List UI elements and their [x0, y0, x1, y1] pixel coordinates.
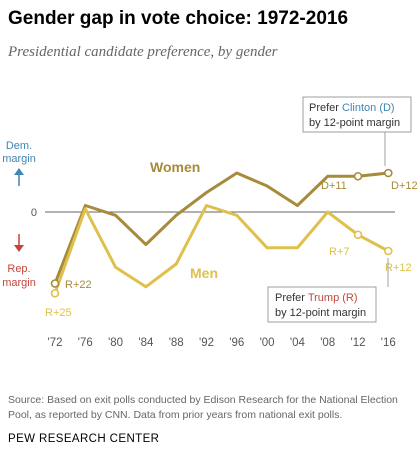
x-tick-label-72: '72 — [48, 337, 63, 349]
men-1972-data-label: R+25 — [45, 307, 72, 319]
rep-margin-label-line1: Rep. — [7, 263, 30, 275]
x-tick-label-16: '16 — [381, 337, 396, 349]
women-2016-marker — [383, 168, 393, 178]
trump-callout-box — [267, 286, 377, 323]
women-2012-data-label: D+11 — [321, 180, 347, 192]
trump-callout-line2: by 12-point margin — [275, 307, 366, 319]
women-series-label: Women — [150, 159, 200, 175]
chart-subtitle: Presidential candidate preference, by ge… — [8, 44, 278, 60]
women-2016-data-label: D+12 — [391, 180, 418, 192]
women-start-marker — [50, 279, 60, 288]
chart-title: Gender gap in vote choice: 1972-2016 — [8, 8, 349, 29]
x-tick-label-84: '84 — [138, 337, 154, 349]
dem-margin-label-line2: margin — [2, 153, 36, 165]
x-tick-label-04: '04 — [290, 337, 306, 349]
dem-margin-label-line1: Dem. — [6, 140, 32, 152]
women-series-line — [53, 171, 390, 285]
clinton-callout-line1: Prefer Clinton (D) — [309, 102, 395, 114]
y-axis-zero-label: 0 — [31, 207, 37, 219]
women-1972-data-label: R+22 — [65, 279, 92, 291]
men-2016-marker — [383, 246, 393, 256]
clinton-callout-box — [302, 96, 412, 133]
x-tick-label-88: '88 — [169, 337, 184, 349]
source-note: Source: Based on exit polls conducted by… — [8, 394, 398, 421]
x-tick-label-76: '76 — [78, 337, 93, 349]
men-2016-data-label: R+12 — [385, 262, 412, 274]
dem-arrow-up-icon — [14, 168, 24, 175]
x-tick-label-12: '12 — [351, 337, 366, 349]
men-2012-marker — [353, 230, 363, 240]
brand-logo-text: PEW RESEARCH CENTER — [8, 433, 160, 445]
x-tick-label-80: '80 — [108, 337, 123, 349]
men-2012-data-label: R+7 — [329, 246, 350, 258]
men-series-line — [53, 204, 390, 295]
x-tick-label-92: '92 — [199, 337, 214, 349]
x-tick-label-08: '08 — [320, 337, 335, 349]
x-tick-label-96: '96 — [229, 337, 244, 349]
clinton-callout-line2: by 12-point margin — [309, 117, 400, 129]
rep-arrow-down-icon — [14, 245, 24, 252]
x-tick-label-00: '00 — [260, 337, 275, 349]
women-2012-marker — [353, 171, 363, 181]
trump-callout-line1: Prefer Trump (R) — [275, 292, 358, 304]
men-series-label: Men — [190, 265, 218, 281]
men-start-marker — [50, 288, 60, 298]
rep-margin-label-line2: margin — [2, 277, 36, 289]
